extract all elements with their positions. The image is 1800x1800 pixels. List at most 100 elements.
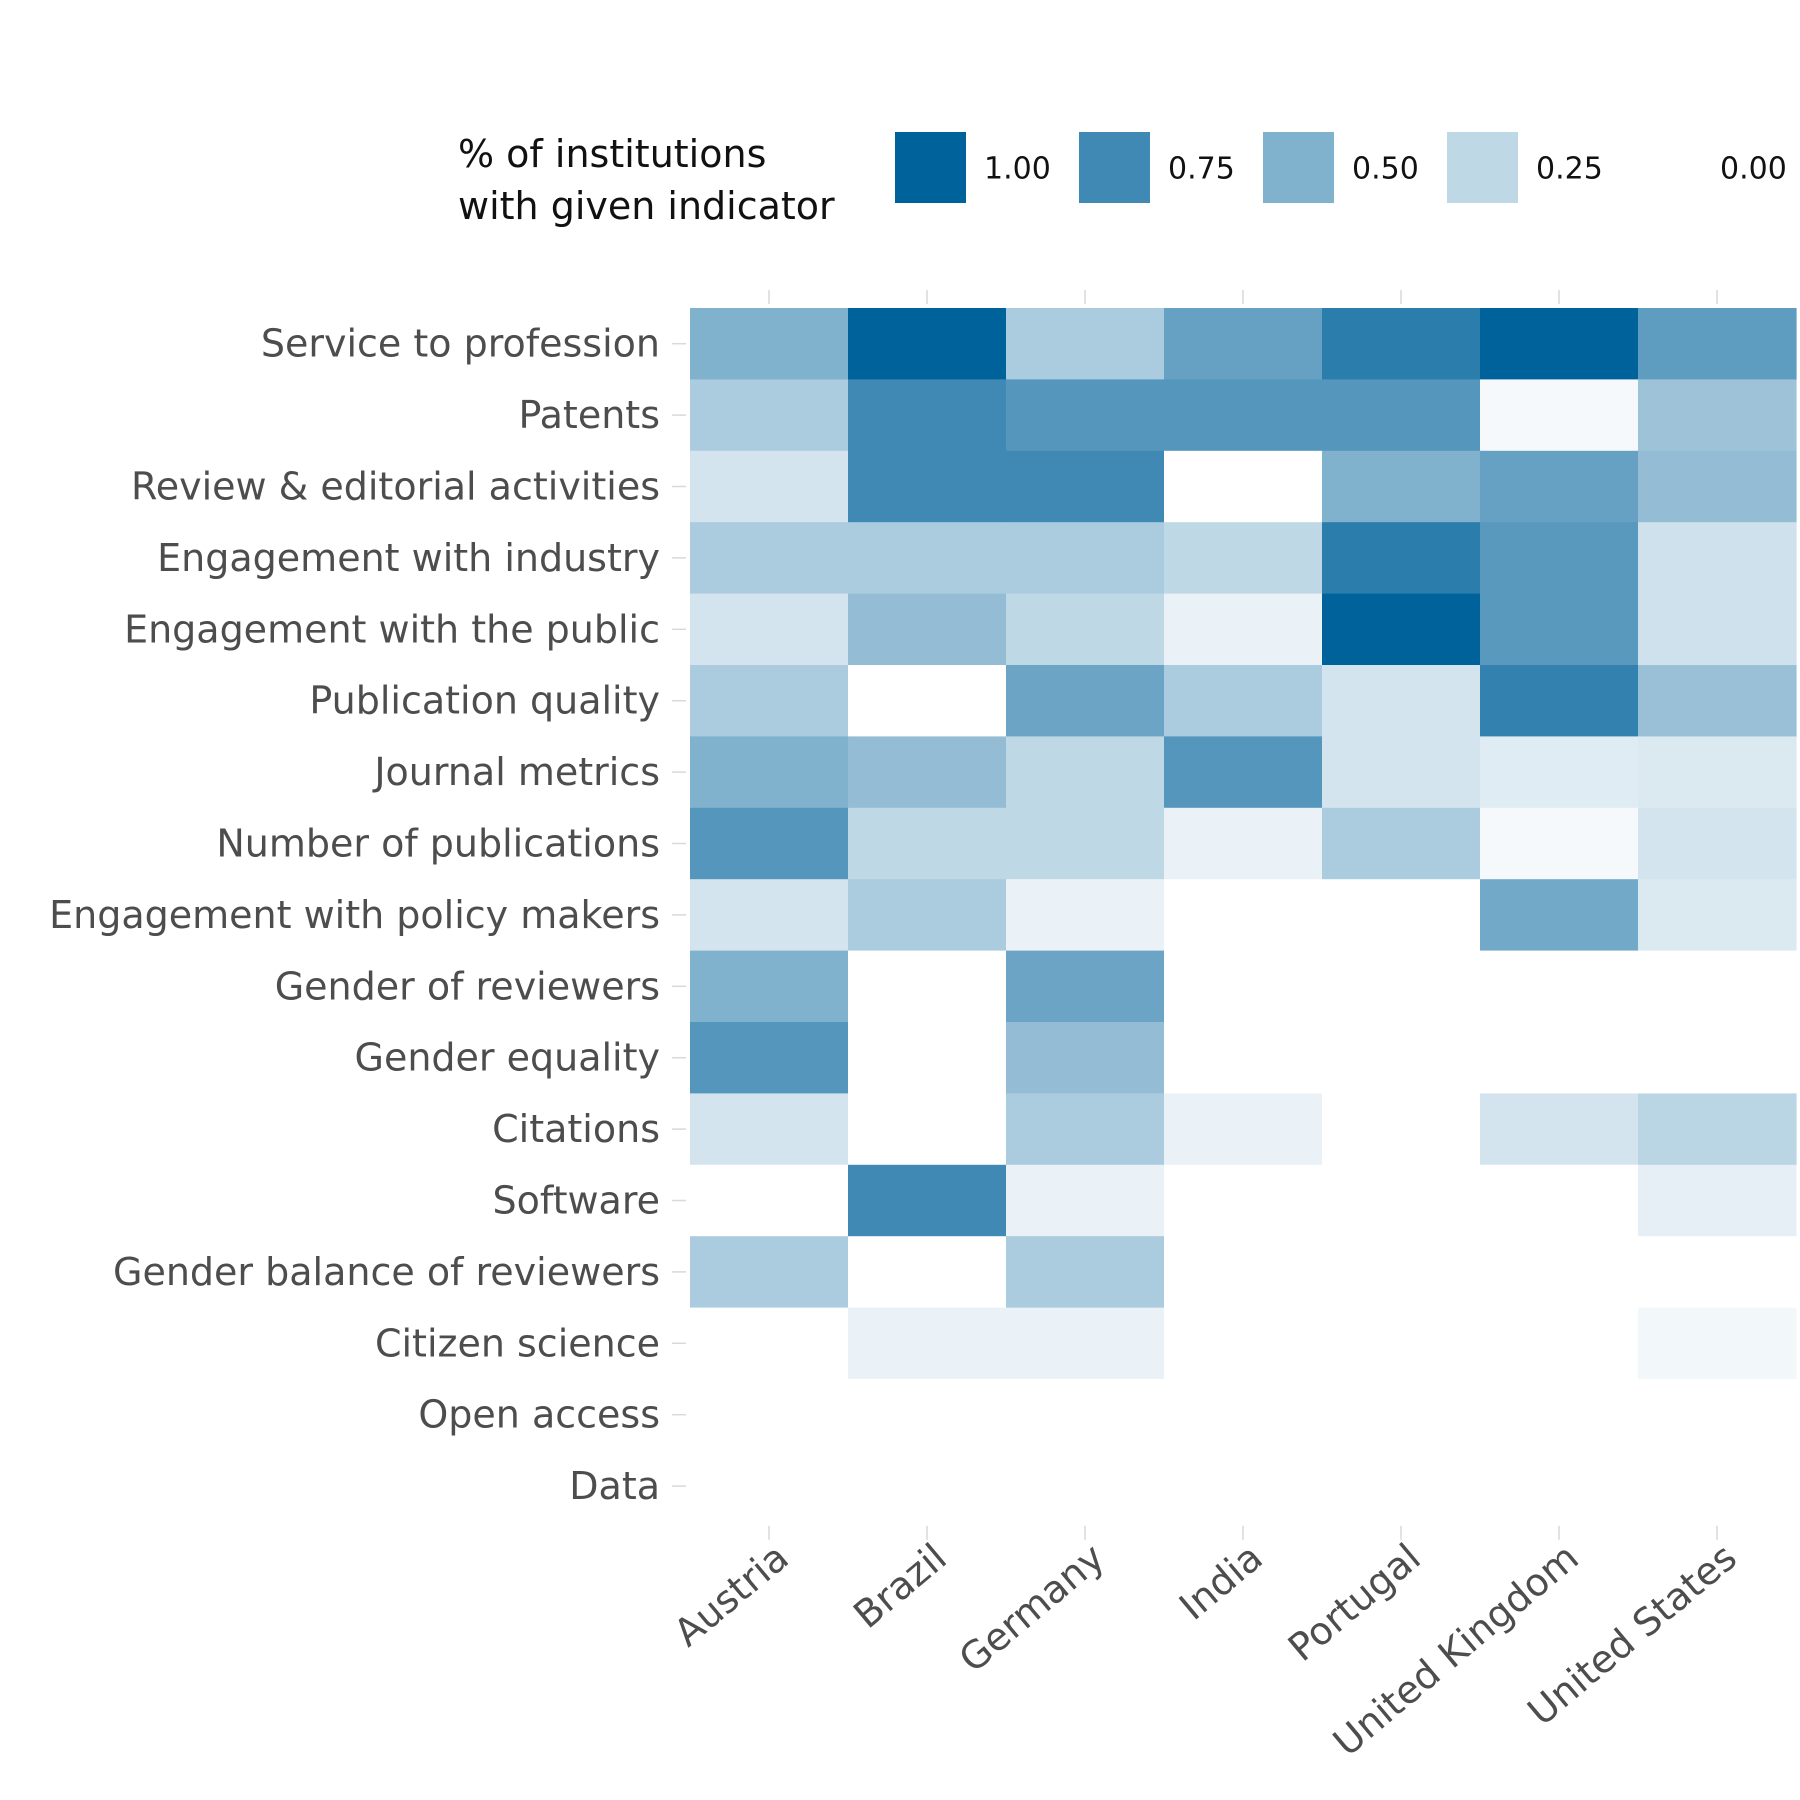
x-tick-label-brazil: Brazil [845, 1535, 955, 1637]
heatmap-cell-service-to-profession-germany [1006, 308, 1165, 380]
heatmap-cell-data-germany [1006, 1450, 1165, 1523]
heatmap-cells [690, 308, 1797, 1523]
heatmap-cell-open-access-india [1164, 1379, 1323, 1451]
x-tick-label-portugal: Portugal [1280, 1535, 1429, 1670]
heatmap-cell-engagement-with-the-public-austria [690, 593, 849, 666]
heatmap-cell-number-of-publications-austria [690, 807, 849, 880]
heatmap-cell-gender-of-reviewers-germany [1006, 950, 1165, 1023]
heatmap-cell-gender-of-reviewers-portugal [1322, 950, 1481, 1023]
y-tick-label-citizen-science: Citizen science [375, 1321, 660, 1365]
y-tick-label-engagement-with-policy-makers: Engagement with policy makers [49, 893, 660, 937]
heatmap-cell-service-to-profession-austria [690, 308, 849, 380]
heatmap-cell-gender-of-reviewers-united-kingdom [1480, 950, 1639, 1023]
heatmap-cell-service-to-profession-portugal [1322, 308, 1481, 380]
heatmap-cell-patents-india [1164, 379, 1323, 452]
legend-swatch-0-50 [1263, 132, 1334, 203]
heatmap-cell-review-and-editorial-activities-germany [1006, 450, 1165, 523]
heatmap-cell-engagement-with-policy-makers-united-states [1638, 879, 1797, 952]
heatmap-cell-review-and-editorial-activities-brazil [848, 450, 1007, 523]
heatmap-cell-data-portugal [1322, 1450, 1481, 1523]
heatmap-cell-engagement-with-the-public-portugal [1322, 593, 1481, 666]
heatmap-cell-citations-portugal [1322, 1093, 1481, 1166]
heatmap-cell-software-united-kingdom [1480, 1164, 1639, 1237]
heatmap-cell-publication-quality-brazil [848, 665, 1007, 737]
heatmap-cell-citations-germany [1006, 1093, 1165, 1166]
heatmap-cell-open-access-portugal [1322, 1379, 1481, 1451]
heatmap-cell-citizen-science-india [1164, 1307, 1323, 1380]
heatmap-cell-gender-balance-of-reviewers-brazil [848, 1236, 1007, 1309]
heatmap-cell-gender-balance-of-reviewers-india [1164, 1236, 1323, 1309]
legend: % of institutions with given indicator 1… [458, 132, 1787, 228]
heatmap-cell-journal-metrics-germany [1006, 736, 1165, 809]
legend-label-0-50: 0.50 [1352, 152, 1419, 187]
heatmap-cell-software-austria [690, 1164, 849, 1237]
heatmap-cell-patents-austria [690, 379, 849, 452]
heatmap-cell-open-access-brazil [848, 1379, 1007, 1451]
heatmap-cell-number-of-publications-portugal [1322, 807, 1481, 880]
x-tick-label-austria: Austria [666, 1535, 797, 1655]
heatmap-cell-patents-united-states [1638, 379, 1797, 452]
heatmap-cell-publication-quality-portugal [1322, 665, 1481, 737]
y-tick-label-engagement-with-the-public: Engagement with the public [124, 607, 660, 651]
heatmap-cell-citations-united-states [1638, 1093, 1797, 1166]
heatmap-cell-gender-equality-india [1164, 1022, 1323, 1094]
heatmap-cell-service-to-profession-brazil [848, 308, 1007, 380]
heatmap-cell-review-and-editorial-activities-portugal [1322, 450, 1481, 523]
heatmap-cell-number-of-publications-united-kingdom [1480, 807, 1639, 880]
heatmap-cell-gender-balance-of-reviewers-united-kingdom [1480, 1236, 1639, 1309]
heatmap-cell-review-and-editorial-activities-india [1164, 450, 1323, 523]
heatmap-cell-gender-of-reviewers-united-states [1638, 950, 1797, 1023]
heatmap-cell-number-of-publications-india [1164, 807, 1323, 880]
y-tick-label-gender-balance-of-reviewers: Gender balance of reviewers [113, 1250, 660, 1294]
heatmap-cell-publication-quality-united-states [1638, 665, 1797, 737]
y-tick-label-software: Software [492, 1179, 660, 1223]
heatmap-cell-data-austria [690, 1450, 849, 1523]
y-axis-labels: Service to profession Patents Review & edi… [49, 322, 660, 1508]
y-tick-label-number-of-publications: Number of publications [216, 822, 660, 866]
heatmap-cell-patents-germany [1006, 379, 1165, 452]
heatmap-cell-journal-metrics-brazil [848, 736, 1007, 809]
heatmap-cell-citations-brazil [848, 1093, 1007, 1166]
heatmap-cell-citizen-science-germany [1006, 1307, 1165, 1380]
heatmap-cell-gender-of-reviewers-austria [690, 950, 849, 1023]
heatmap-cell-service-to-profession-india [1164, 308, 1323, 380]
heatmap-cell-engagement-with-the-public-india [1164, 593, 1323, 666]
heatmap-cell-patents-united-kingdom [1480, 379, 1639, 452]
legend-label-0-00: 0.00 [1720, 152, 1787, 187]
heatmap-cell-engagement-with-policy-makers-austria [690, 879, 849, 952]
heatmap-cell-gender-of-reviewers-india [1164, 950, 1323, 1023]
heatmap-cell-data-brazil [848, 1450, 1007, 1523]
heatmap-cell-publication-quality-austria [690, 665, 849, 737]
heatmap-cell-open-access-germany [1006, 1379, 1165, 1451]
y-tick-label-service-to-profession: Service to profession [261, 322, 660, 366]
heatmap-cell-engagement-with-policy-makers-germany [1006, 879, 1165, 952]
y-tick-label-citations: Citations [492, 1107, 660, 1151]
heatmap-cell-journal-metrics-portugal [1322, 736, 1481, 809]
legend-title-line-1: % of institutions [458, 132, 766, 176]
heatmap-cell-publication-quality-united-kingdom [1480, 665, 1639, 737]
y-tick-label-engagement-with-industry: Engagement with industry [157, 536, 660, 580]
heatmap-cell-data-united-states [1638, 1450, 1797, 1523]
legend-label-0-75: 0.75 [1168, 152, 1235, 187]
heatmap-cell-open-access-united-kingdom [1480, 1379, 1639, 1451]
heatmap-cell-service-to-profession-united-kingdom [1480, 308, 1639, 380]
legend-swatch-0-75 [1079, 132, 1150, 203]
legend-label-0-25: 0.25 [1536, 152, 1603, 187]
heatmap-cell-journal-metrics-united-kingdom [1480, 736, 1639, 809]
tick-marks [672, 290, 1718, 1540]
heatmap-cell-journal-metrics-austria [690, 736, 849, 809]
heatmap-cell-gender-balance-of-reviewers-austria [690, 1236, 849, 1309]
heatmap-cell-number-of-publications-germany [1006, 807, 1165, 880]
y-tick-label-journal-metrics: Journal metrics [372, 750, 660, 794]
heatmap-cell-engagement-with-industry-austria [690, 522, 849, 595]
heatmap-cell-gender-equality-austria [690, 1022, 849, 1094]
heatmap-cell-engagement-with-policy-makers-brazil [848, 879, 1007, 952]
heatmap-cell-gender-equality-germany [1006, 1022, 1165, 1094]
legend-swatch-1-00 [895, 132, 966, 203]
heatmap-cell-patents-portugal [1322, 379, 1481, 452]
heatmap-cell-citations-india [1164, 1093, 1323, 1166]
heatmap-cell-service-to-profession-united-states [1638, 308, 1797, 380]
legend-swatch-0-00 [1631, 132, 1702, 203]
heatmap-cell-open-access-austria [690, 1379, 849, 1451]
